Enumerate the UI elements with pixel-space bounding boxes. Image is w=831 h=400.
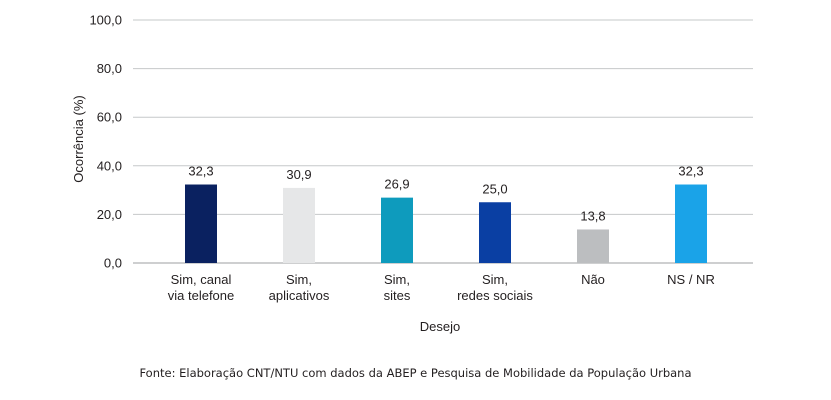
x-axis-categories: Sim, canal via telefone Sim, aplicativos Sim… — [168, 272, 715, 303]
bar — [577, 229, 609, 263]
y-tick-label: 20,0 — [97, 207, 122, 222]
bar — [675, 184, 707, 263]
y-tick-label: 0,0 — [104, 256, 122, 271]
x-category-label: Sim, sites — [384, 272, 411, 303]
bars — [185, 184, 707, 263]
data-label: 13,8 — [580, 208, 605, 223]
x-category-label: Sim, redes sociais — [457, 272, 533, 303]
bar — [185, 184, 217, 263]
data-label: 25,0 — [482, 181, 507, 196]
data-label: 30,9 — [286, 167, 311, 182]
source-note: Fonte: Elaboração CNT/NTU com dados da A… — [139, 366, 692, 380]
x-axis-title: Desejo — [420, 319, 460, 334]
x-category-label: Sim, canal via telefone — [168, 272, 235, 303]
y-axis-ticks: 0,0 20,0 40,0 60,0 80,0 100,0 — [89, 13, 122, 271]
x-category-label: NS / NR — [667, 272, 715, 287]
y-tick-label: 40,0 — [97, 158, 122, 173]
y-axis-title: Ocorrência (%) — [71, 95, 86, 182]
y-tick-label: 100,0 — [89, 13, 122, 28]
x-category-label: Não — [581, 272, 605, 287]
data-label: 32,3 — [188, 164, 213, 179]
data-labels: 32,3 30,9 26,9 25,0 13,8 32,3 — [188, 164, 703, 224]
bar — [283, 187, 315, 263]
y-tick-label: 60,0 — [97, 110, 122, 125]
bar — [479, 202, 511, 263]
bar — [381, 197, 413, 263]
gridlines — [133, 19, 753, 264]
x-category-label: Sim, aplicativos — [269, 272, 330, 303]
bar-chart: 0,0 20,0 40,0 60,0 80,0 100,0 32,3 30,9 26,9 25,… — [71, 13, 753, 334]
data-label: 26,9 — [384, 177, 409, 192]
data-label: 32,3 — [678, 164, 703, 179]
y-tick-label: 80,0 — [97, 61, 122, 76]
